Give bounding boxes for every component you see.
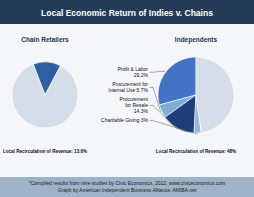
leader-line bbox=[150, 105, 178, 129]
slice-label: Procurement forInternal Use 5.7% bbox=[108, 81, 148, 93]
chart: Local Economic Return of Indies v. Chain… bbox=[0, 0, 254, 197]
slice-label-line: 29.2% bbox=[134, 72, 149, 78]
slice-label: Charitable Giving 3% bbox=[101, 117, 149, 123]
pie-caption: Local Recirculation of Revenue: 13.6% bbox=[3, 149, 87, 154]
footer-bar bbox=[0, 177, 254, 197]
pie-slice bbox=[196, 57, 234, 133]
pie-caption: Local Recirculation of Revenue: 48% bbox=[156, 149, 236, 154]
pie bbox=[12, 62, 78, 128]
footer-note: Graph by American Independent Business A… bbox=[58, 187, 197, 193]
pie-title: Chain Retailers bbox=[21, 36, 69, 43]
leader-line bbox=[150, 87, 161, 111]
leader-line bbox=[150, 71, 165, 73]
slice-label-line: Internal Use 5.7% bbox=[108, 87, 148, 93]
title: Local Economic Return of Indies v. Chain… bbox=[41, 8, 213, 18]
footer-note: *Compiled results from nine studies by C… bbox=[29, 180, 225, 186]
slice-label-line: 14.3% bbox=[134, 108, 149, 114]
slice-label-line: Charitable Giving 3% bbox=[101, 117, 149, 123]
slice-label: Profit & Labor29.2% bbox=[117, 66, 148, 78]
leader-line bbox=[150, 121, 198, 135]
pie-slice bbox=[12, 64, 78, 128]
pie-slice bbox=[165, 95, 196, 133]
title-bar bbox=[0, 0, 254, 24]
pie-title: Independents bbox=[175, 36, 218, 44]
slice-label: Procurementfor Resale14.3% bbox=[119, 96, 148, 113]
